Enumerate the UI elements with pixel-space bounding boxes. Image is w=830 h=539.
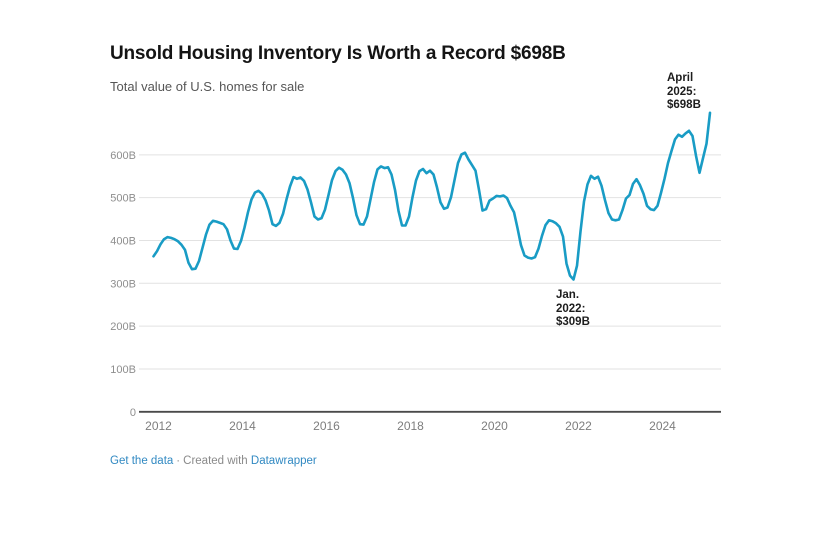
y-tick-label: 300B bbox=[110, 278, 136, 290]
annotation-jan-2022: Jan. 2022: $309B bbox=[556, 289, 590, 329]
y-tick-label: 0 bbox=[130, 407, 136, 419]
inventory-value-line bbox=[152, 111, 712, 281]
chart-title: Unsold Housing Inventory Is Worth a Reco… bbox=[110, 43, 566, 64]
x-tick-label: 2022 bbox=[565, 419, 592, 433]
x-tick-label: 2018 bbox=[397, 419, 424, 433]
chart-subtitle: Total value of U.S. homes for sale bbox=[110, 79, 305, 94]
footer: Get the data · Created with Datawrapper bbox=[110, 455, 317, 467]
y-tick-label: 200B bbox=[110, 321, 136, 333]
annotation-april-2025: April 2025: $698B bbox=[667, 72, 701, 112]
x-tick-label: 2012 bbox=[145, 419, 172, 433]
x-tick-label: 2020 bbox=[481, 419, 508, 433]
x-tick-label: 2016 bbox=[313, 419, 340, 433]
y-tick-label: 600B bbox=[110, 150, 136, 162]
y-tick-label: 100B bbox=[110, 364, 136, 376]
datawrapper-link[interactable]: Datawrapper bbox=[250, 455, 317, 467]
footer-credit-text: Created with bbox=[183, 455, 248, 467]
get-the-data-link[interactable]: Get the data bbox=[110, 455, 174, 467]
y-tick-label: 400B bbox=[110, 235, 136, 247]
footer-separator: · bbox=[176, 455, 181, 467]
x-tick-label: 2014 bbox=[229, 419, 256, 433]
y-tick-label: 500B bbox=[110, 193, 136, 205]
x-tick-label: 2024 bbox=[649, 419, 676, 433]
